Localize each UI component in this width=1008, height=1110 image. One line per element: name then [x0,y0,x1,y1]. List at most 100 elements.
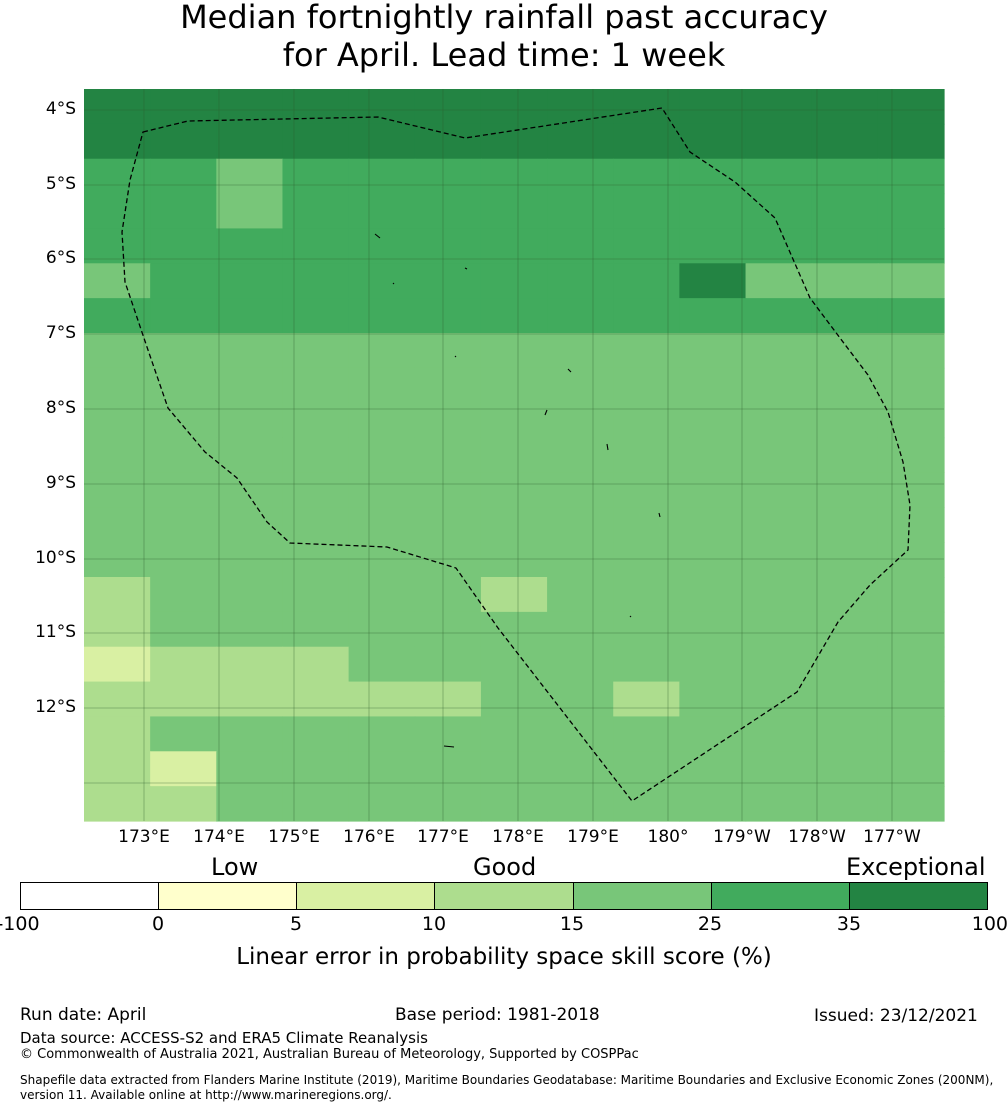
skill-cell [547,577,614,613]
skill-cell [811,611,879,648]
skill-cell [414,751,482,787]
skill-cell [811,542,879,578]
skill-cell [547,611,614,648]
skill-cell [547,646,614,683]
colorbar-tick-35: 35 [836,913,862,935]
skill-cell [414,437,482,474]
skill-cell [84,786,151,822]
skill-cell [480,577,548,613]
skill-cell [877,786,945,822]
skill-cell [877,472,945,508]
shapefile-credit-line1: Shapefile data extracted from Flanders M… [20,1073,994,1087]
skill-cell [84,751,151,787]
skill-cell [877,646,945,683]
colorbar-tick-15: 15 [559,913,585,935]
skill-cell [150,786,217,822]
skill-cell [480,193,548,230]
skill-cell [745,786,813,822]
skill-cell [414,298,482,334]
skill-cell [679,751,747,787]
skill-cell [216,437,284,474]
skill-cell [679,402,747,439]
skill-cell [282,507,350,543]
lon-label-175e: 175°E [268,827,320,847]
skill-cell [547,786,614,822]
skill-cell [348,716,416,752]
skill-cell [547,402,614,439]
skill-cell [150,158,217,195]
skill-cell [679,263,747,299]
skill-cell [877,367,945,404]
skill-cell [480,123,548,160]
skill-cell [348,751,416,787]
colorbar-tick-minus100: -100 [0,913,40,935]
skill-cell [480,611,548,648]
skill-cell [282,89,350,125]
islands [374,233,661,748]
skill-cell [877,158,945,195]
skill-cell [84,263,151,299]
skill-cell [414,193,482,230]
lat-label-4s: 4°S [45,99,76,119]
skill-cell [84,437,151,474]
skill-cell [547,298,614,334]
skill-cell [811,158,879,195]
skill-cell [348,786,416,822]
skill-cell [414,681,482,718]
skill-cell [150,89,217,125]
skill-cell [547,123,614,160]
skill-cell [877,611,945,648]
skill-cell [811,472,879,508]
skill-cell [150,123,217,160]
skill-cell [613,89,680,125]
skill-cell [150,263,217,299]
skill-cell [877,228,945,264]
skill-cell [84,333,151,369]
skill-cell [282,123,350,160]
skill-cell [216,472,284,508]
skill-cell [877,123,945,160]
skill-cell [877,263,945,299]
skill-cell [745,367,813,404]
skill-cell [282,716,350,752]
skill-cell [679,716,747,752]
skill-cell [414,542,482,578]
skill-cell [216,367,284,404]
skill-cell [613,472,680,508]
skill-cell [811,333,879,369]
skill-cell [613,298,680,334]
skill-cell [613,158,680,195]
skill-cell [348,263,416,299]
skill-cell [414,611,482,648]
lat-label-6s: 6°S [45,248,76,268]
skill-cell [150,611,217,648]
skill-cell [84,611,151,648]
skill-cell [679,611,747,648]
skill-cell [613,507,680,543]
skill-cell [150,437,217,474]
skill-cell [480,681,548,718]
skill-cell [348,158,416,195]
skill-cell [547,367,614,404]
skill-cell [745,89,813,125]
skill-cell [877,751,945,787]
skill-cell [547,193,614,230]
skill-cell [84,716,151,752]
skill-cell [282,751,350,787]
skill-cell [348,298,416,334]
skill-cell [84,89,151,125]
skill-cell [877,402,945,439]
skill-cell [216,333,284,369]
skill-cell [679,681,747,718]
skill-cell [613,542,680,578]
skill-cell [745,472,813,508]
skill-cell [613,402,680,439]
lon-label-179e: 179°E [567,827,619,847]
colorbar-segment-3 [435,883,574,909]
skill-cell [679,193,747,230]
skill-cell [613,646,680,683]
skill-cell [150,402,217,439]
skill-cell [745,158,813,195]
skill-cell [216,751,284,787]
skill-cell [480,333,548,369]
